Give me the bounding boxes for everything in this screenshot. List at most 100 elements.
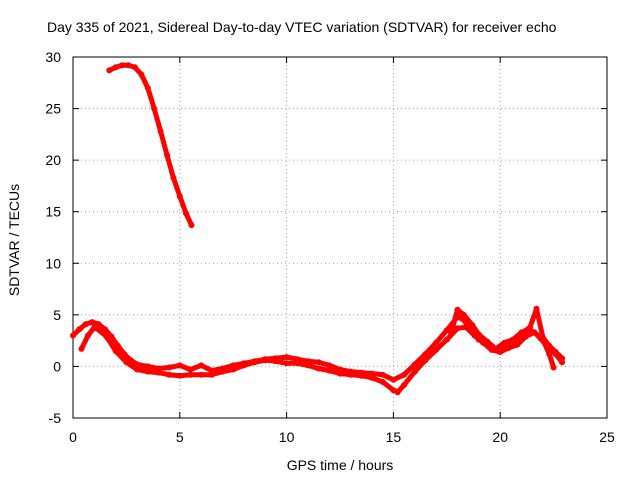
data-point [144, 363, 151, 370]
x-tick-label: 15 [386, 429, 402, 445]
data-point [294, 360, 301, 367]
data-point [155, 369, 162, 376]
data-point [411, 361, 418, 368]
data-point [198, 371, 205, 378]
y-axis-label: SDTVAR / TECUs [6, 184, 22, 296]
data-point [208, 371, 215, 378]
data-point [112, 64, 119, 71]
data-point [187, 371, 194, 378]
data-point [251, 359, 258, 366]
data-point [559, 359, 566, 366]
data-point [125, 62, 132, 69]
data-point [497, 349, 504, 355]
data-point [104, 334, 111, 341]
series-line-segment-4 [448, 307, 565, 365]
y-tick-label: 20 [45, 152, 61, 168]
data-point [119, 62, 126, 69]
data-point [138, 71, 145, 78]
data-point [469, 322, 476, 329]
data-point [166, 364, 173, 371]
x-tick-label: 0 [69, 429, 77, 445]
data-point [219, 368, 226, 375]
data-point [550, 364, 557, 371]
chart-title: Day 335 of 2021, Sidereal Day-to-day VTE… [47, 19, 557, 35]
x-tick-label: 20 [492, 429, 508, 445]
data-point [170, 174, 177, 181]
plot-frame [72, 56, 608, 419]
axis-ticks: 0 5 10 15 20 25 -5 0 5 10 15 20 25 30 [45, 49, 615, 445]
x-tick-label: 5 [176, 429, 184, 445]
data-point [326, 367, 333, 374]
data-point [460, 311, 467, 318]
data-point [230, 366, 237, 373]
data-point [347, 371, 354, 378]
data-point [337, 370, 343, 377]
data-point [114, 342, 121, 349]
data-point [95, 321, 102, 328]
data-point [106, 67, 113, 74]
data-point [85, 332, 91, 339]
x-tick-label: 10 [279, 429, 295, 445]
data-point [518, 329, 525, 336]
data-point [131, 64, 138, 71]
data-point [240, 362, 247, 369]
data-point [401, 382, 408, 388]
data-point [454, 306, 461, 313]
data-point [283, 360, 290, 367]
data-point [315, 359, 322, 366]
data-point [315, 365, 322, 372]
data-point [544, 343, 551, 350]
data-point [112, 348, 119, 354]
data-point [70, 332, 76, 339]
data-point [97, 328, 104, 335]
x-tick-label: 25 [599, 429, 615, 445]
data-point [91, 324, 98, 331]
data-point [187, 366, 194, 373]
data-point [272, 358, 279, 365]
data-point [552, 351, 559, 358]
data-point [144, 84, 151, 91]
y-tick-label: 0 [53, 358, 61, 374]
data-point [144, 368, 151, 375]
data-point [533, 305, 540, 312]
data-point [176, 193, 183, 200]
data-point [164, 152, 170, 158]
data-point [422, 357, 429, 364]
data-point [262, 357, 269, 364]
data-point [305, 362, 311, 369]
data-point [76, 326, 83, 333]
data-point [394, 389, 401, 396]
data-point [176, 372, 183, 379]
y-tick-label: 5 [53, 307, 61, 323]
data-point [198, 362, 205, 369]
data-point [454, 325, 461, 332]
x-axis-label: GPS time / hours [287, 457, 394, 473]
y-tick-label: -5 [49, 410, 62, 426]
data-point [390, 376, 397, 383]
data-point [475, 331, 482, 338]
data-point [326, 362, 333, 369]
data-point [411, 368, 418, 375]
data-point [463, 324, 469, 331]
data-point [157, 128, 164, 135]
y-tick-label: 30 [45, 49, 61, 65]
data-point [134, 366, 141, 373]
data-point [501, 339, 508, 346]
data-point [401, 371, 408, 378]
data-point [522, 333, 529, 340]
y-tick-label: 15 [45, 204, 61, 220]
data-point [123, 359, 130, 366]
data-point [433, 339, 440, 346]
data-point [283, 354, 290, 361]
data-point [369, 374, 375, 381]
data-point [183, 210, 190, 217]
data-point [82, 321, 89, 328]
data-point [379, 378, 386, 385]
data-point [89, 319, 96, 326]
data-point [358, 372, 365, 379]
data-point [176, 362, 183, 369]
data-point [379, 371, 386, 378]
data-point [514, 341, 521, 348]
data-point [492, 345, 499, 352]
